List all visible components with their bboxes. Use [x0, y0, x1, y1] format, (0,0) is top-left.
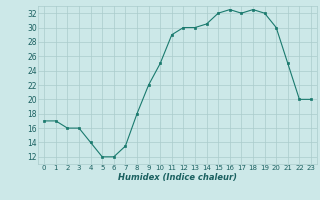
X-axis label: Humidex (Indice chaleur): Humidex (Indice chaleur) — [118, 173, 237, 182]
